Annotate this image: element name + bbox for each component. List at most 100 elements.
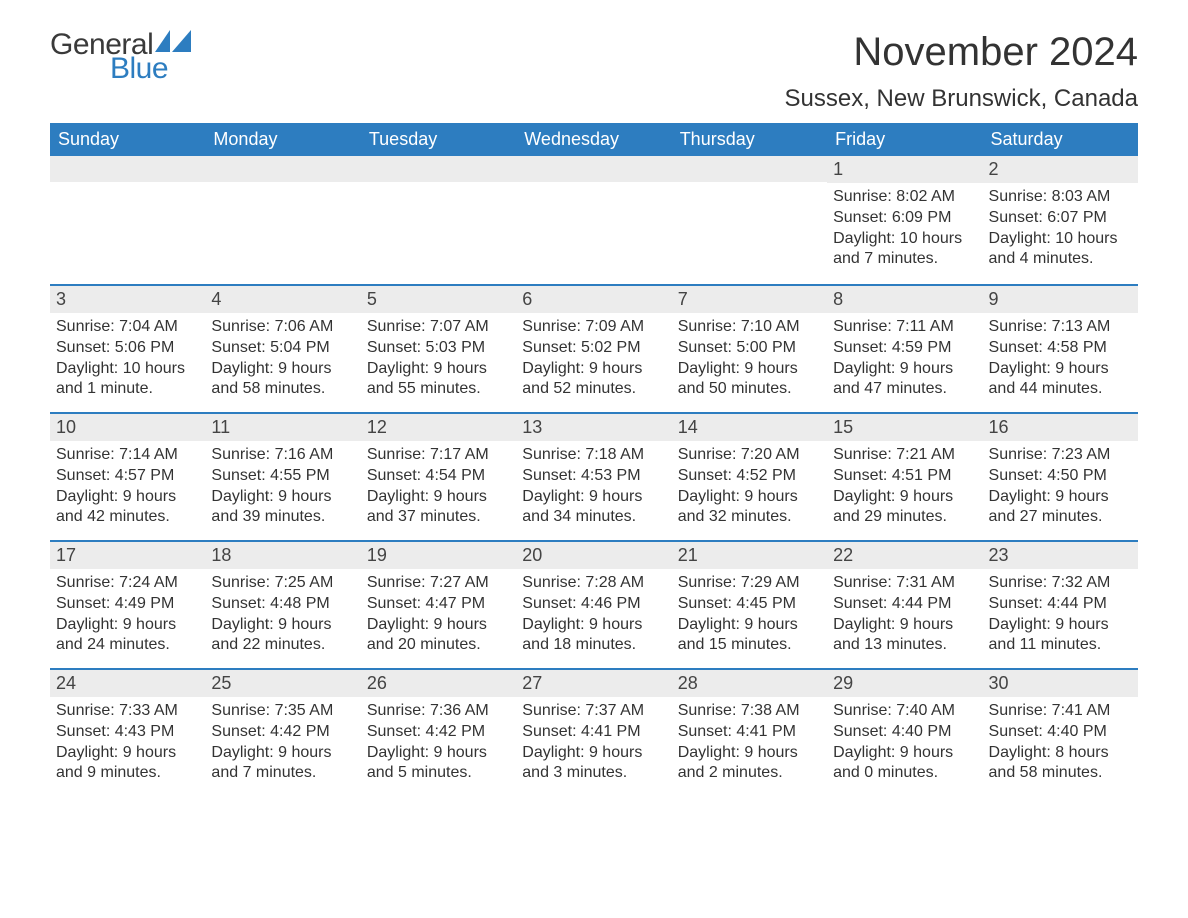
daylight1-text: Daylight: 9 hours — [989, 615, 1132, 636]
daylight2-text: and 34 minutes. — [522, 507, 665, 528]
day-number: 2 — [983, 156, 1138, 183]
day-number — [205, 156, 360, 182]
daylight1-text: Daylight: 9 hours — [678, 359, 821, 380]
day-details: Sunrise: 7:38 AMSunset: 4:41 PMDaylight:… — [678, 701, 821, 784]
day-header-row: Sunday Monday Tuesday Wednesday Thursday… — [50, 123, 1138, 156]
daylight2-text: and 58 minutes. — [989, 763, 1132, 784]
day-number: 8 — [827, 286, 982, 313]
sunrise-text: Sunrise: 7:29 AM — [678, 573, 821, 594]
daylight1-text: Daylight: 9 hours — [56, 743, 199, 764]
day-number: 29 — [827, 670, 982, 697]
daylight1-text: Daylight: 9 hours — [367, 615, 510, 636]
day-number: 3 — [50, 286, 205, 313]
daylight1-text: Daylight: 9 hours — [833, 487, 976, 508]
calendar-cell: 17Sunrise: 7:24 AMSunset: 4:49 PMDayligh… — [50, 542, 205, 668]
sunset-text: Sunset: 4:53 PM — [522, 466, 665, 487]
day-details: Sunrise: 7:20 AMSunset: 4:52 PMDaylight:… — [678, 445, 821, 528]
day-number: 26 — [361, 670, 516, 697]
daylight2-text: and 27 minutes. — [989, 507, 1132, 528]
daylight1-text: Daylight: 9 hours — [989, 487, 1132, 508]
day-header: Sunday — [50, 123, 205, 156]
day-number: 19 — [361, 542, 516, 569]
daylight2-text: and 22 minutes. — [211, 635, 354, 656]
sunset-text: Sunset: 4:43 PM — [56, 722, 199, 743]
weeks-container: 1Sunrise: 8:02 AMSunset: 6:09 PMDaylight… — [50, 156, 1138, 796]
location-subtitle: Sussex, New Brunswick, Canada — [785, 85, 1138, 113]
calendar-cell: 10Sunrise: 7:14 AMSunset: 4:57 PMDayligh… — [50, 414, 205, 540]
calendar-cell: 29 Sunrise: 7:40 AMSunset: 4:40 PMDayligh… — [827, 670, 982, 796]
daylight1-text: Daylight: 9 hours — [367, 487, 510, 508]
daylight2-text: and 1 minute. — [56, 379, 199, 400]
day-details: Sunrise: 7:31 AMSunset: 4:44 PMDaylight:… — [833, 573, 976, 656]
calendar-cell-empty — [361, 156, 516, 284]
daylight1-text: Daylight: 9 hours — [367, 359, 510, 380]
daylight2-text: and 42 minutes. — [56, 507, 199, 528]
calendar-cell: 3 Sunrise: 7:04 AMSunset: 5:06 PMDaylight… — [50, 286, 205, 412]
calendar-cell: 8Sunrise: 7:11 AMSunset: 4:59 PMDaylight… — [827, 286, 982, 412]
day-details: Sunrise: 7:40 AMSunset: 4:40 PMDaylight:… — [833, 701, 976, 784]
daylight2-text: and 24 minutes. — [56, 635, 199, 656]
day-details: Sunrise: 7:04 AMSunset: 5:06 PMDaylight:… — [56, 317, 199, 400]
calendar-cell: 27Sunrise: 7:37 AMSunset: 4:41 PMDayligh… — [516, 670, 671, 796]
day-details: Sunrise: 7:06 AMSunset: 5:04 PMDaylight:… — [211, 317, 354, 400]
day-number: 6 — [516, 286, 671, 313]
day-number: 15 — [827, 414, 982, 441]
calendar-cell: 19Sunrise: 7:27 AMSunset: 4:47 PMDayligh… — [361, 542, 516, 668]
day-header: Monday — [205, 123, 360, 156]
daylight1-text: Daylight: 9 hours — [989, 359, 1132, 380]
sunrise-text: Sunrise: 7:36 AM — [367, 701, 510, 722]
sunset-text: Sunset: 5:00 PM — [678, 338, 821, 359]
day-header: Friday — [827, 123, 982, 156]
sunset-text: Sunset: 4:54 PM — [367, 466, 510, 487]
sunset-text: Sunset: 4:52 PM — [678, 466, 821, 487]
calendar-cell-empty — [205, 156, 360, 284]
week-row: 10Sunrise: 7:14 AMSunset: 4:57 PMDayligh… — [50, 412, 1138, 540]
day-number: 21 — [672, 542, 827, 569]
daylight1-text: Daylight: 9 hours — [56, 487, 199, 508]
sunrise-text: Sunrise: 7:35 AM — [211, 701, 354, 722]
daylight2-text: and 2 minutes. — [678, 763, 821, 784]
day-details: Sunrise: 7:41 AMSunset: 4:40 PMDaylight:… — [989, 701, 1132, 784]
calendar-cell: 6 Sunrise: 7:09 AMSunset: 5:02 PMDaylight… — [516, 286, 671, 412]
title-block: November 2024 Sussex, New Brunswick, Can… — [785, 30, 1138, 113]
daylight1-text: Daylight: 9 hours — [833, 615, 976, 636]
daylight2-text: and 44 minutes. — [989, 379, 1132, 400]
sunrise-text: Sunrise: 7:21 AM — [833, 445, 976, 466]
day-number: 16 — [983, 414, 1138, 441]
logo-text-blue: Blue — [110, 54, 191, 84]
day-details: Sunrise: 7:07 AMSunset: 5:03 PMDaylight:… — [367, 317, 510, 400]
sunset-text: Sunset: 4:57 PM — [56, 466, 199, 487]
daylight2-text: and 39 minutes. — [211, 507, 354, 528]
daylight1-text: Daylight: 9 hours — [833, 359, 976, 380]
sunrise-text: Sunrise: 8:03 AM — [989, 187, 1132, 208]
sunrise-text: Sunrise: 7:17 AM — [367, 445, 510, 466]
sunrise-text: Sunrise: 7:37 AM — [522, 701, 665, 722]
daylight2-text: and 13 minutes. — [833, 635, 976, 656]
week-row: 1Sunrise: 8:02 AMSunset: 6:09 PMDaylight… — [50, 156, 1138, 284]
day-details: Sunrise: 7:09 AMSunset: 5:02 PMDaylight:… — [522, 317, 665, 400]
sunset-text: Sunset: 4:47 PM — [367, 594, 510, 615]
sunrise-text: Sunrise: 7:04 AM — [56, 317, 199, 338]
calendar-cell: 12 Sunrise: 7:17 AMSunset: 4:54 PMDayligh… — [361, 414, 516, 540]
sunrise-text: Sunrise: 7:32 AM — [989, 573, 1132, 594]
daylight2-text: and 18 minutes. — [522, 635, 665, 656]
day-number — [50, 156, 205, 182]
daylight2-text: and 50 minutes. — [678, 379, 821, 400]
daylight1-text: Daylight: 9 hours — [522, 743, 665, 764]
sunset-text: Sunset: 4:41 PM — [522, 722, 665, 743]
daylight1-text: Daylight: 9 hours — [56, 615, 199, 636]
calendar-cell: 30Sunrise: 7:41 AMSunset: 4:40 PMDayligh… — [983, 670, 1138, 796]
sunrise-text: Sunrise: 7:10 AM — [678, 317, 821, 338]
sunset-text: Sunset: 4:40 PM — [833, 722, 976, 743]
sunset-text: Sunset: 5:06 PM — [56, 338, 199, 359]
calendar-cell: 11Sunrise: 7:16 AMSunset: 4:55 PMDayligh… — [205, 414, 360, 540]
calendar-cell: 26Sunrise: 7:36 AMSunset: 4:42 PMDayligh… — [361, 670, 516, 796]
daylight2-text: and 7 minutes. — [833, 249, 976, 270]
day-header: Tuesday — [361, 123, 516, 156]
day-number: 12 — [361, 414, 516, 441]
calendar-cell-empty — [516, 156, 671, 284]
sunset-text: Sunset: 4:48 PM — [211, 594, 354, 615]
daylight2-text: and 5 minutes. — [367, 763, 510, 784]
sunrise-text: Sunrise: 7:06 AM — [211, 317, 354, 338]
sunset-text: Sunset: 4:50 PM — [989, 466, 1132, 487]
